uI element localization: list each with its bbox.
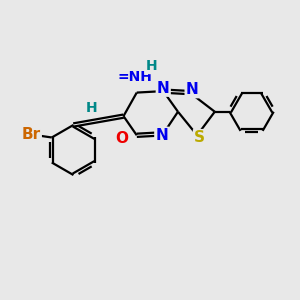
Text: =NH: =NH bbox=[118, 70, 153, 84]
Text: N: N bbox=[155, 128, 168, 143]
Text: N: N bbox=[157, 81, 169, 96]
Text: H: H bbox=[146, 59, 157, 73]
Text: O: O bbox=[116, 131, 128, 146]
Text: H: H bbox=[85, 101, 97, 115]
Text: S: S bbox=[194, 130, 205, 145]
Text: Br: Br bbox=[22, 127, 41, 142]
Text: N: N bbox=[186, 82, 199, 97]
